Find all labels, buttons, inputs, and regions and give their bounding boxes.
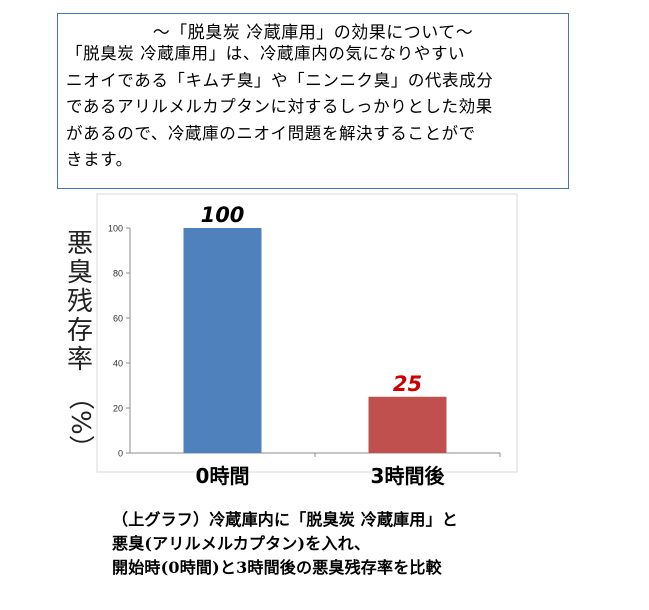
bar-chart: 0 20 40 60 80 100 100 0時間 25 3時間後 [96,193,518,488]
info-body: 「脱臭炭 冷蔵庫用」は、冷蔵庫内の気になりやすい ニオイである「キムチ臭」や「ニ… [66,41,566,174]
caption-line: 悪臭(アリルメルカプタン)を入れ、 [112,534,371,553]
y-tick-label: 100 [108,224,123,234]
bar-value-label: 100 [201,203,245,227]
bar-value-label: 25 [393,372,422,396]
info-line: きます。 [66,150,133,169]
plot-area-frame [96,193,518,473]
y-axis-label-char: 悪 [66,229,93,259]
info-line: ニオイである「キムチ臭」や「ニンニク臭」の代表成分 [66,70,494,90]
bar [183,228,262,453]
y-axis-label-char: 臭 [66,258,93,288]
info-line: であるアリルメルカプタンに対するしっかりとした効果 [66,97,493,116]
caption-line: （上グラフ）冷蔵庫内に「脱臭炭 冷蔵庫用」と [112,510,458,529]
y-tick-label: 40 [113,359,123,369]
x-category-label: 3時間後 [371,464,446,488]
y-axis-label-char: 残 [66,287,93,317]
info-title: 〜「脱臭炭 冷蔵庫用」の効果について〜 [152,23,474,43]
bar [368,396,447,453]
y-tick-label: 0 [118,449,123,459]
y-tick-label: 60 [113,314,123,324]
y-tick-label: 80 [113,269,123,279]
y-axis-label-char: 存 [66,316,93,346]
info-line: 「脱臭炭 冷蔵庫用」は、冷蔵庫内の気になりやすい [66,44,466,63]
info-box: 〜「脱臭炭 冷蔵庫用」の効果について〜 「脱臭炭 冷蔵庫用」は、冷蔵庫内の気にな… [57,13,569,189]
info-line: があるので、冷蔵庫のニオイ問題を解決することがで [66,123,476,143]
y-tick-label: 20 [113,404,123,414]
y-axis-label: 悪 臭 残 存 率 （%） [60,229,100,461]
caption-line: 開始時(0時間)と3時間後の悪臭残存率を比較 [112,558,442,577]
chart-caption: （上グラフ）冷蔵庫内に「脱臭炭 冷蔵庫用」と 悪臭(アリルメルカプタン)を入れ、… [112,508,458,580]
x-category-label: 0時間 [196,464,250,488]
y-axis-label-char: 率 [66,345,93,375]
